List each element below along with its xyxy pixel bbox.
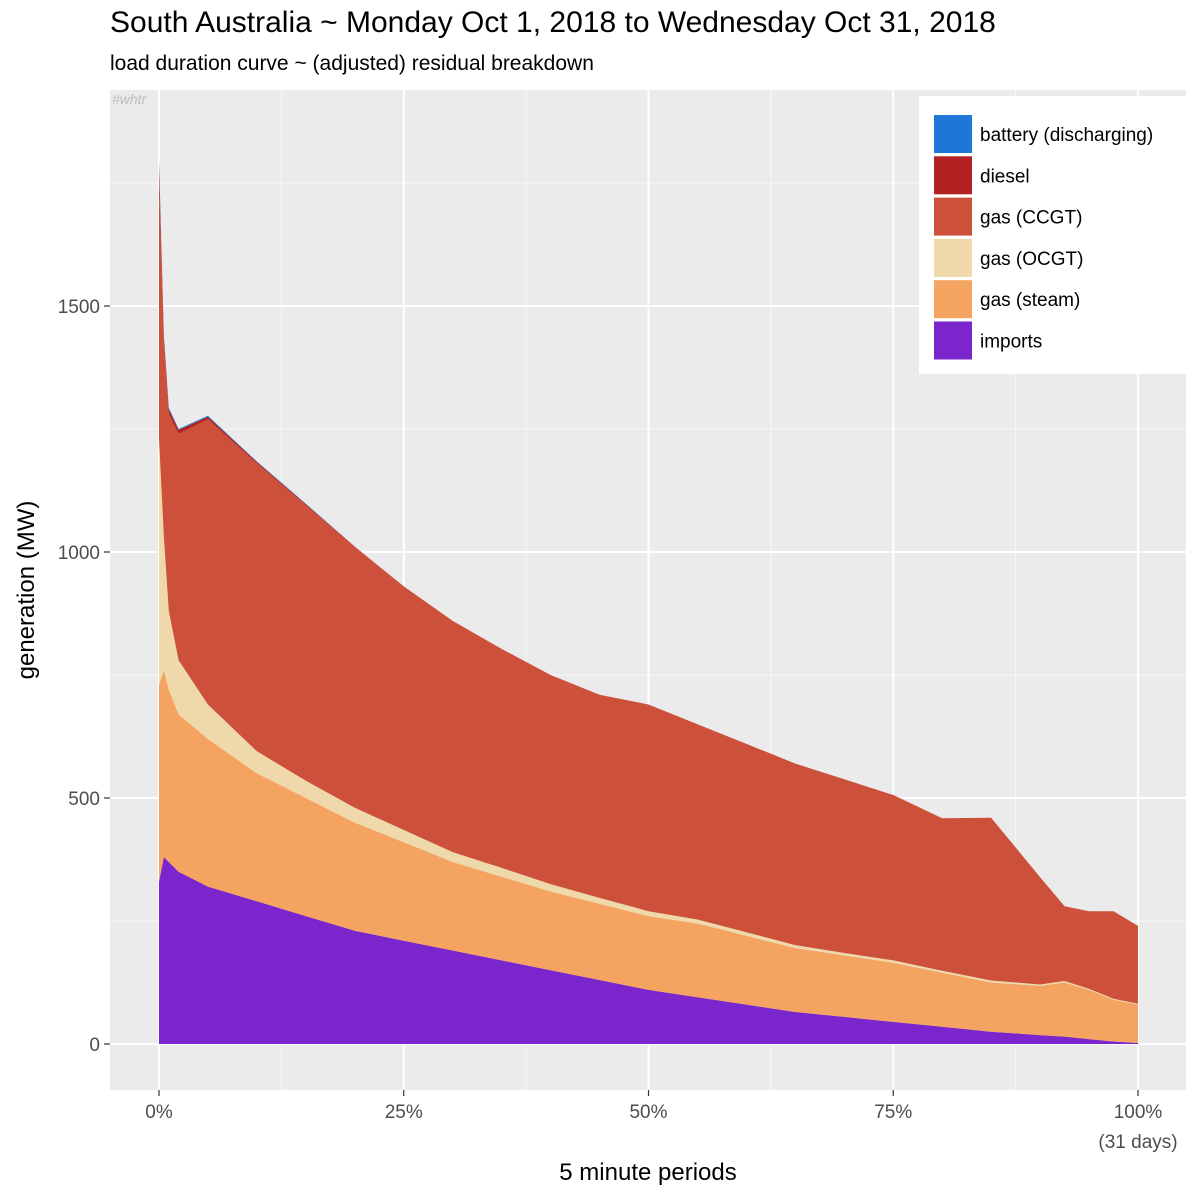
area-gas-ccgt bbox=[159, 178, 1138, 1004]
x-tick-label: 75% bbox=[874, 1102, 912, 1123]
legend-key bbox=[934, 115, 972, 153]
y-tick-label: 1000 bbox=[58, 543, 100, 564]
x-axis-title: 5 minute periods bbox=[559, 1159, 736, 1186]
x-tick-label: 25% bbox=[385, 1102, 423, 1123]
y-tick-label: 1500 bbox=[58, 297, 100, 318]
legend-label: diesel bbox=[980, 166, 1030, 187]
watermark: #whtr bbox=[112, 91, 148, 107]
legend-label: gas (steam) bbox=[980, 290, 1080, 311]
legend-label: imports bbox=[980, 332, 1042, 353]
legend-label: gas (CCGT) bbox=[980, 208, 1082, 229]
legend-key bbox=[934, 197, 972, 236]
area-gas-steam bbox=[159, 670, 1138, 1043]
y-tick-label: 500 bbox=[68, 789, 100, 810]
x-tick-label: 50% bbox=[629, 1102, 667, 1123]
area-imports bbox=[159, 857, 1138, 1044]
y-tick-label: 0 bbox=[89, 1035, 100, 1056]
x-tick-label: 100% bbox=[1114, 1102, 1163, 1123]
legend-key bbox=[934, 280, 972, 319]
x-tick-label-secondary: (31 days) bbox=[1098, 1132, 1177, 1153]
legend-key bbox=[934, 156, 972, 195]
legend: battery (discharging) diesel gas (CCGT) gas… bbox=[919, 96, 1187, 374]
x-tick-label: 0% bbox=[145, 1102, 173, 1123]
legend-label: battery (discharging) bbox=[980, 125, 1153, 146]
legend-key bbox=[934, 238, 972, 277]
chart-title: South Australia ~ Monday Oct 1, 2018 to … bbox=[110, 6, 996, 39]
y-axis-title: generation (MW) bbox=[13, 501, 40, 680]
legend-key bbox=[934, 321, 972, 360]
chart-subtitle: load duration curve ~ (adjusted) residua… bbox=[110, 52, 594, 75]
legend-label: gas (OCGT) bbox=[980, 249, 1083, 270]
